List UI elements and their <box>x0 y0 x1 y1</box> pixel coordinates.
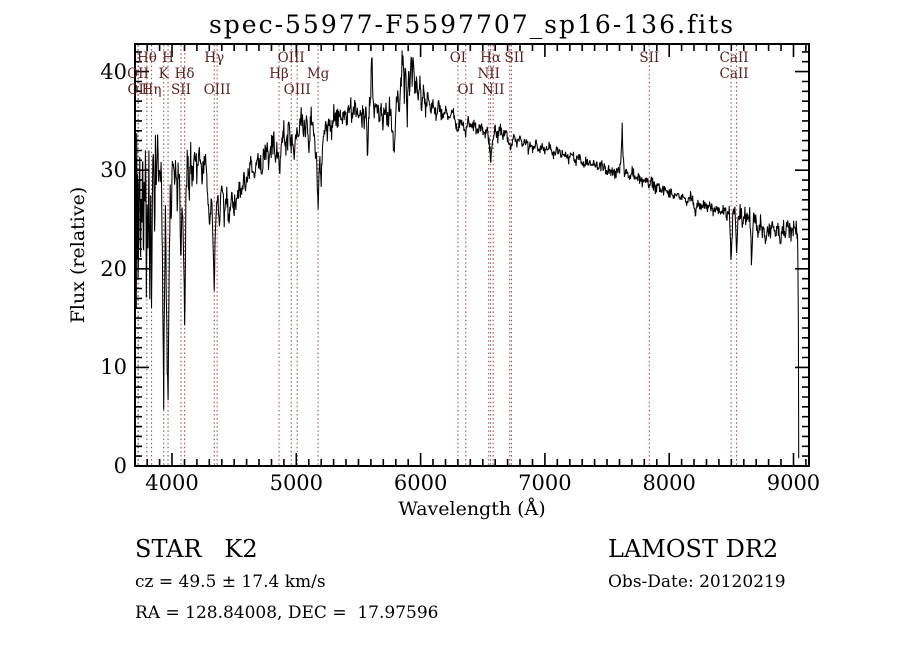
spectral-line-label: SII <box>504 50 525 66</box>
spectral-line-label: Hη <box>141 82 162 98</box>
plot-title: spec-55977-F5597707_sp16-136.fits <box>208 10 736 39</box>
spectral-line-label: SII <box>171 82 191 98</box>
y-tick-label: 40 <box>100 59 127 84</box>
spectrum-path <box>134 50 800 459</box>
ra-dec-label: RA = 128.84008, DEC = 17.97596 <box>135 603 439 623</box>
x-axis-label: Wavelength (Å) <box>398 498 546 520</box>
spectral-line-label: NII <box>481 82 505 98</box>
x-tick-label: 6000 <box>393 471 448 495</box>
x-tick-label: 8000 <box>642 471 696 495</box>
spectral-line-label: Hδ <box>174 66 195 82</box>
y-tick-label: 30 <box>100 158 127 183</box>
spectral-line-label: OII <box>127 82 150 98</box>
spectral-line-label: K <box>158 66 169 82</box>
spectral-line-label: OI <box>449 50 467 66</box>
spectral-line-label: OIII <box>277 50 305 66</box>
y-tick-label: 10 <box>100 355 127 380</box>
x-tick-label: 5000 <box>269 471 324 495</box>
spectral-line-label: H <box>162 50 174 66</box>
survey-label: LAMOST DR2 <box>608 535 779 563</box>
spectral-line-label: Hγ <box>204 50 225 66</box>
x-tick-label: 9000 <box>766 471 821 495</box>
spectral-line-label: Hθ <box>136 50 157 66</box>
y-axis-label: Flux (relative) <box>67 186 89 324</box>
spectral-line-label: Hα <box>480 50 502 66</box>
spectral-line-label: OI <box>457 82 474 98</box>
spectral-line-label: CaII <box>719 66 749 82</box>
object-class-label: STAR K2 <box>135 535 258 563</box>
x-tick-label: 7000 <box>518 471 572 495</box>
cz-label: cz = 49.5 ± 17.4 km/s <box>135 572 326 592</box>
spectral-line-label: Mg <box>306 66 330 82</box>
spectral-line-label: OII <box>127 66 149 82</box>
y-tick-label: 20 <box>100 256 127 281</box>
spectral-line-label: CaII <box>719 50 749 66</box>
spectral-line-label: Hβ <box>269 66 289 82</box>
spectral-line-label: OIII <box>283 82 311 98</box>
x-tick-label: 4000 <box>145 471 199 495</box>
spectral-line-label: SII <box>639 50 660 66</box>
axis-ticks <box>136 45 808 465</box>
spectral-line-label: OIII <box>203 82 231 98</box>
obs-date-label: Obs-Date: 20120219 <box>608 572 786 592</box>
spectral-line-label: NII <box>477 66 500 82</box>
plot-frame <box>134 43 810 467</box>
y-tick-label: 0 <box>113 454 127 478</box>
